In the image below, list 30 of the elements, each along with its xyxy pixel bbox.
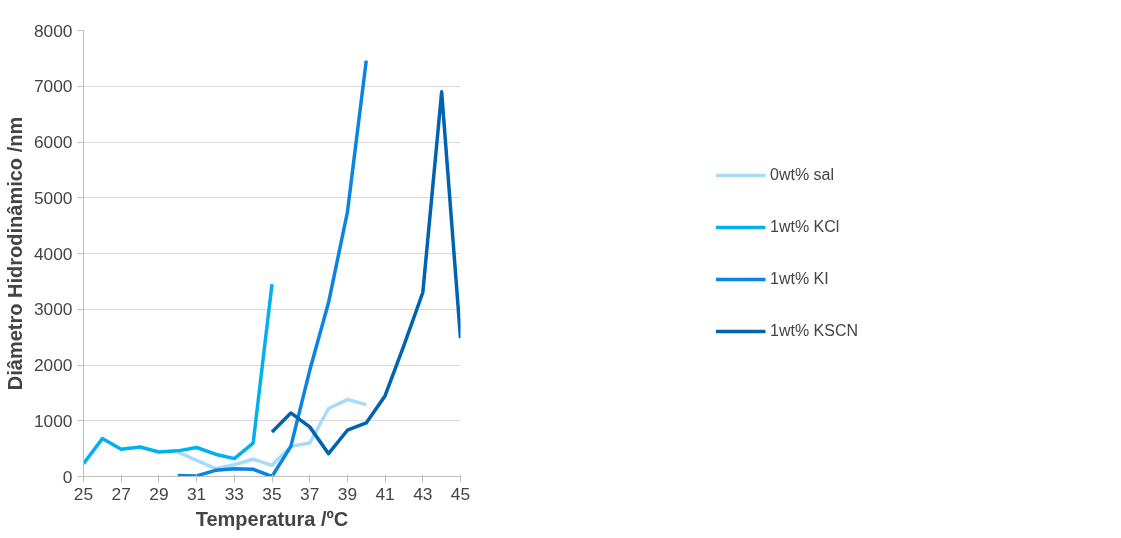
x-tick-label: 43: [413, 483, 433, 504]
line-series: [270, 90, 461, 456]
x-tick-label: 45: [450, 483, 471, 504]
legend-label: 0wt% sal: [770, 166, 836, 184]
line-series: [83, 282, 274, 466]
legend-label: 1wt% KCl: [770, 218, 841, 236]
y-tick-label: 0: [62, 466, 73, 487]
line-series: [176, 397, 368, 471]
y-tick-label: 6000: [33, 132, 73, 152]
y-axis-title: Diâmetro Hidrodinâmico /nm: [3, 116, 26, 391]
x-tick-label: 37: [300, 483, 320, 504]
x-axis-title: Temperatura /ºC: [195, 507, 349, 530]
y-tick-label: 2000: [33, 355, 73, 375]
x-tick-label: 39: [337, 483, 358, 504]
line-series: [176, 58, 368, 477]
y-tick-label: 4000: [33, 243, 73, 264]
x-tick-label: 29: [149, 483, 169, 504]
x-tick-label: 41: [375, 483, 395, 504]
legend-label: 1wt% KI: [770, 270, 830, 288]
x-tick-label: 27: [111, 483, 131, 504]
y-tick-label: 7000: [33, 76, 73, 97]
y-tick-label: 8000: [33, 20, 73, 41]
x-tick-label: 33: [224, 483, 244, 504]
x-tick-label: 25: [73, 483, 94, 504]
legend-label: 1wt% KSCN: [770, 322, 860, 340]
x-tick-label: 35: [262, 483, 282, 504]
y-tick-label: 1000: [33, 410, 73, 431]
y-tick-label: 3000: [33, 299, 73, 320]
x-tick-label: 31: [186, 483, 207, 504]
y-tick-label: 5000: [33, 187, 73, 208]
